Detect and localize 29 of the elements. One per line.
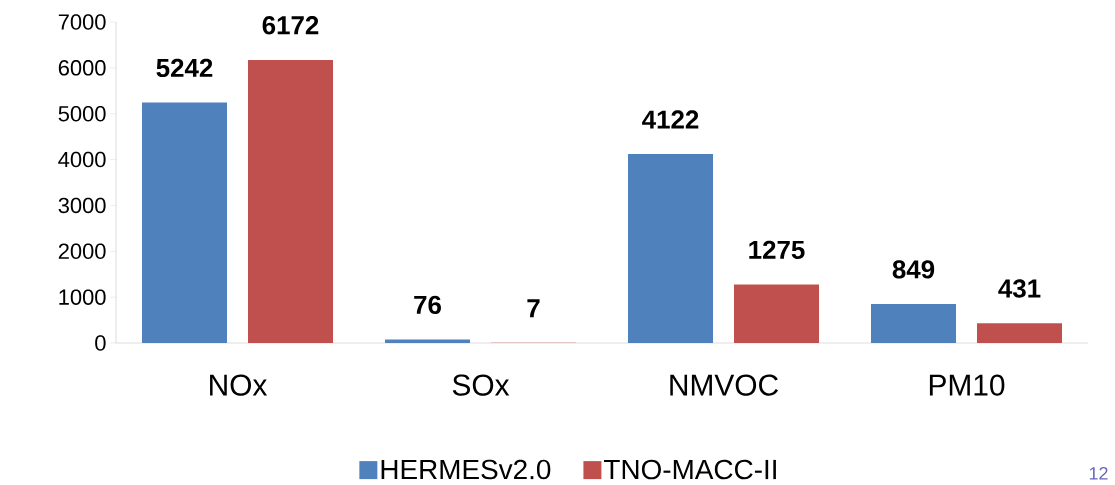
data-label: 7 — [527, 299, 540, 318]
bar — [248, 59, 333, 343]
data-label: 1275 — [749, 240, 805, 260]
bar — [734, 284, 820, 343]
data-label: 76 — [414, 295, 441, 314]
x-tick-label: SOx — [452, 374, 510, 396]
legend-label: HERMESv2.0 — [381, 459, 551, 480]
bar — [977, 323, 1063, 343]
x-tick-label: PM10 — [929, 374, 1005, 396]
y-tick-label: 0 — [95, 335, 106, 351]
y-tick-label: 4000 — [58, 151, 106, 168]
y-tick-label: 6000 — [58, 60, 106, 76]
y-tick-label: 3000 — [58, 197, 106, 214]
data-label: 6172 — [262, 16, 319, 35]
y-tick-label: 5000 — [58, 105, 106, 122]
bar — [871, 304, 957, 343]
data-label: 431 — [998, 279, 1041, 298]
x-tick-label: NOx — [210, 374, 268, 396]
y-tick-label: 7000 — [58, 14, 106, 30]
bar — [628, 153, 714, 343]
y-tick-label: 1000 — [59, 289, 106, 305]
x-tick-label: NMVOC — [670, 374, 778, 396]
legend-label: TNO-MACC-II — [604, 459, 776, 480]
data-label: 849 — [892, 260, 935, 279]
data-label: 5242 — [156, 58, 213, 78]
text: 12 — [1089, 466, 1108, 480]
data-label: 4122 — [642, 110, 699, 129]
y-tick-label: 2000 — [58, 243, 106, 260]
bar — [142, 102, 227, 343]
